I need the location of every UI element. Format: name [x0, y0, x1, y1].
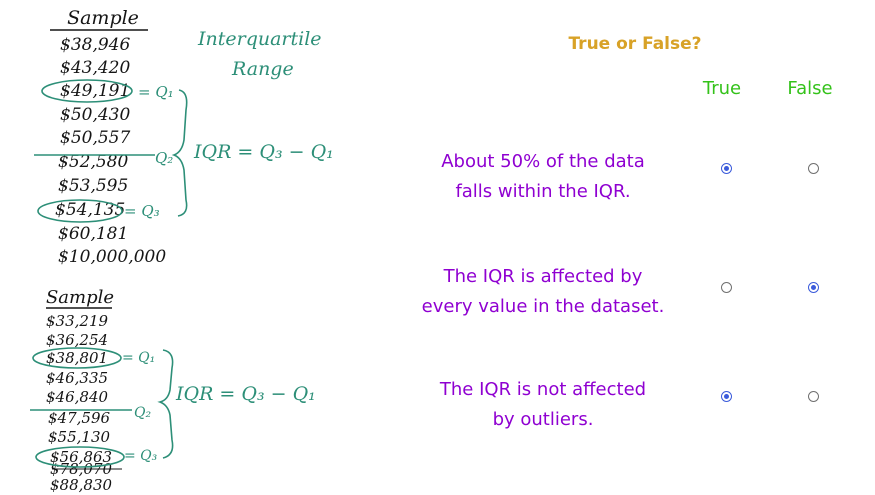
false-column-header: False — [787, 78, 833, 99]
statement-line: by outliers. — [492, 409, 594, 430]
statement-line: every value in the dataset. — [421, 296, 665, 317]
top-q3-label: = Q₃ — [124, 202, 160, 220]
radio-true-3[interactable] — [721, 391, 732, 402]
bottom-value: $46,840 — [46, 388, 108, 406]
top-value: $10,000,000 — [58, 247, 166, 267]
top-value: $52,580 — [58, 152, 128, 172]
bottom-q1-circle — [32, 347, 122, 369]
bottom-value: $46,335 — [46, 369, 108, 387]
top-value: $43,420 — [60, 58, 130, 78]
bottom-q2-label: Q₂ — [134, 405, 151, 421]
top-q1-circle — [41, 79, 133, 103]
top-value: $49,191 — [60, 81, 130, 101]
radio-false-2[interactable] — [808, 282, 819, 293]
top-value: $53,595 — [58, 176, 128, 196]
statement-line: About 50% of the data — [441, 151, 645, 172]
bottom-brace — [157, 349, 174, 459]
bottom-q3-circle — [35, 446, 125, 468]
radio-false-3[interactable] — [808, 391, 819, 402]
bottom-value: $36,254 — [46, 331, 108, 349]
bottom-value: $55,130 — [48, 428, 110, 446]
top-value: $54,135 — [55, 200, 125, 220]
iqr-title-line1: Interquartile — [197, 28, 322, 50]
bottom-iqr-formula: IQR = Q₃ − Q₁ — [175, 383, 316, 405]
bottom-q1-label: = Q₁ — [122, 350, 155, 366]
statement-line: The IQR is not affected — [439, 379, 647, 400]
bottom-value: $56,863 — [50, 448, 112, 466]
bottom-sample-heading: Sample — [46, 287, 114, 308]
handwritten-notes: Sample $38,946 $43,420 $49,191 $50,430 $… — [30, 7, 334, 494]
iqr-title-line2: Range — [231, 58, 294, 80]
top-sample-heading: Sample — [67, 7, 139, 29]
radio-true-2[interactable] — [721, 282, 732, 293]
quiz-statement-2: The IQR is affected by every value in th… — [398, 262, 688, 322]
bottom-value: $33,219 — [46, 312, 108, 330]
bottom-value: $38,801 — [46, 349, 108, 367]
top-value: $38,946 — [60, 35, 130, 55]
radio-true-1[interactable] — [721, 163, 732, 174]
quiz-title: True or False? — [568, 34, 702, 54]
statement-line: The IQR is affected by — [443, 266, 643, 287]
top-value: $50,430 — [60, 105, 130, 125]
true-column-header: True — [702, 78, 742, 99]
radio-false-1[interactable] — [808, 163, 819, 174]
top-brace — [171, 89, 188, 217]
bottom-value: $47,596 — [48, 409, 110, 427]
statement-line: falls within the IQR. — [455, 181, 631, 202]
top-q1-label: = Q₁ — [138, 83, 174, 101]
top-q3-circle — [37, 199, 123, 223]
top-value: $50,557 — [60, 128, 130, 148]
quiz-statement-1: About 50% of the data falls within the I… — [398, 147, 688, 207]
top-iqr-formula: IQR = Q₃ − Q₁ — [193, 141, 334, 163]
top-q2-label: Q₂ — [155, 149, 173, 167]
top-value: $60,181 — [58, 224, 128, 244]
bottom-q3-label: = Q₃ — [124, 448, 158, 464]
quiz-statement-3: The IQR is not affected by outliers. — [398, 375, 688, 435]
bottom-value: $88,830 — [50, 476, 112, 494]
